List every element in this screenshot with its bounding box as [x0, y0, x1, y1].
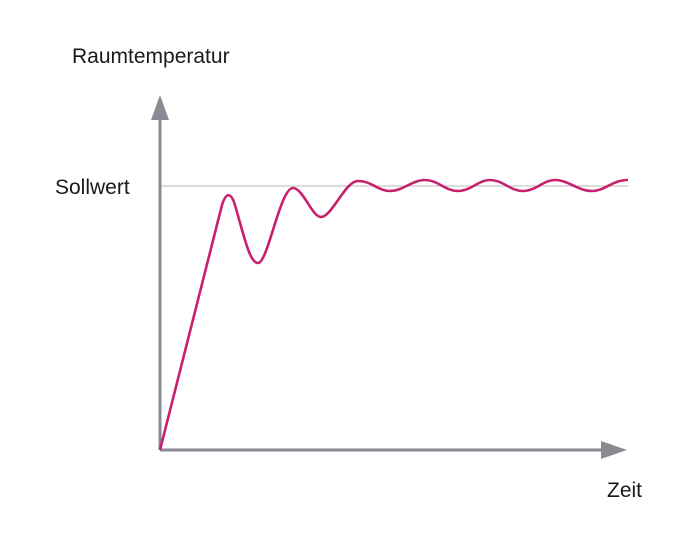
setpoint-label: Sollwert — [55, 176, 130, 199]
x-axis-label: Zeit — [607, 479, 642, 502]
y-axis-label: Raumtemperatur — [72, 45, 230, 68]
temperature-curve — [158, 178, 629, 451]
y-axis-arrow — [151, 95, 169, 120]
x-axis-arrow — [601, 441, 627, 459]
